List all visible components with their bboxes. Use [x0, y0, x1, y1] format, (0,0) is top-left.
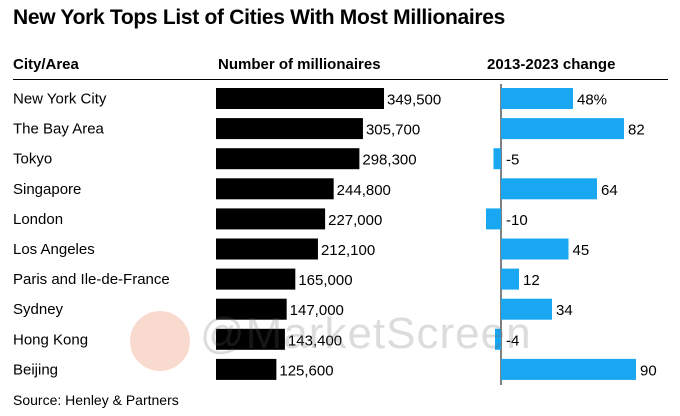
change-value-label: 12	[523, 272, 540, 289]
millionaires-bar	[216, 298, 287, 320]
millionaires-value-label: 212,100	[321, 242, 375, 259]
millionaires-bar	[216, 88, 384, 109]
change-value-label: -5	[506, 152, 519, 169]
millionaires-bar	[216, 148, 360, 170]
millionaires-value-label: 227,000	[328, 212, 382, 229]
millionaires-value-label: 125,600	[279, 362, 333, 379]
change-value-label: 90	[640, 362, 657, 379]
millionaires-bar	[216, 178, 334, 200]
category-label: New York City	[13, 91, 107, 108]
change-bar	[501, 268, 519, 290]
change-bar	[495, 328, 501, 350]
change-bar	[501, 358, 636, 380]
change-value-label: -10	[506, 212, 528, 229]
chart-title: New York Tops List of Cities With Most M…	[13, 6, 506, 29]
category-label: Sydney	[13, 301, 64, 318]
category-label: Paris and Ile-de-France	[13, 271, 170, 288]
millionaires-bar	[216, 208, 326, 230]
millionaires-bar	[216, 118, 363, 140]
change-bar	[501, 238, 569, 260]
category-label: Beijing	[13, 361, 58, 378]
change-bar	[501, 298, 552, 320]
change-bar	[501, 118, 624, 140]
millionaires-value-label: 165,000	[298, 272, 352, 289]
source-note: Source: Henley & Partners	[13, 392, 179, 408]
millionaires-bar	[216, 268, 296, 290]
millionaires-value-label: 305,700	[366, 122, 420, 139]
change-value-label: 45	[573, 242, 590, 259]
change-bar	[493, 148, 501, 170]
category-label: The Bay Area	[13, 121, 105, 138]
millionaires-value-label: 298,300	[362, 152, 416, 169]
change-value-label: 48%	[577, 92, 607, 109]
change-bar	[501, 88, 573, 109]
column-header-millionaires: Number of millionaires	[218, 56, 381, 73]
column-header-change: 2013-2023 change	[487, 56, 616, 73]
millionaires-value-label: 244,800	[337, 182, 391, 199]
change-value-label: 64	[601, 182, 618, 199]
category-label: London	[13, 211, 63, 228]
millionaires-value-label: 143,400	[288, 332, 342, 349]
change-bar	[501, 178, 597, 200]
category-label: Los Angeles	[13, 241, 95, 258]
category-label: Tokyo	[13, 151, 52, 168]
change-bar	[486, 208, 501, 230]
category-label: Singapore	[13, 181, 81, 198]
header-rule	[13, 79, 668, 80]
change-value-label: -4	[506, 332, 519, 349]
millionaires-bar	[216, 238, 318, 260]
millionaires-bar	[216, 358, 277, 380]
category-label: Hong Kong	[13, 331, 88, 348]
millionaires-bar	[216, 328, 285, 350]
millionaires-value-label: 147,000	[290, 302, 344, 319]
change-value-label: 34	[556, 302, 573, 319]
millionaires-value-label: 349,500	[387, 92, 441, 109]
column-header-city: City/Area	[13, 56, 79, 73]
change-value-label: 82	[628, 122, 645, 139]
